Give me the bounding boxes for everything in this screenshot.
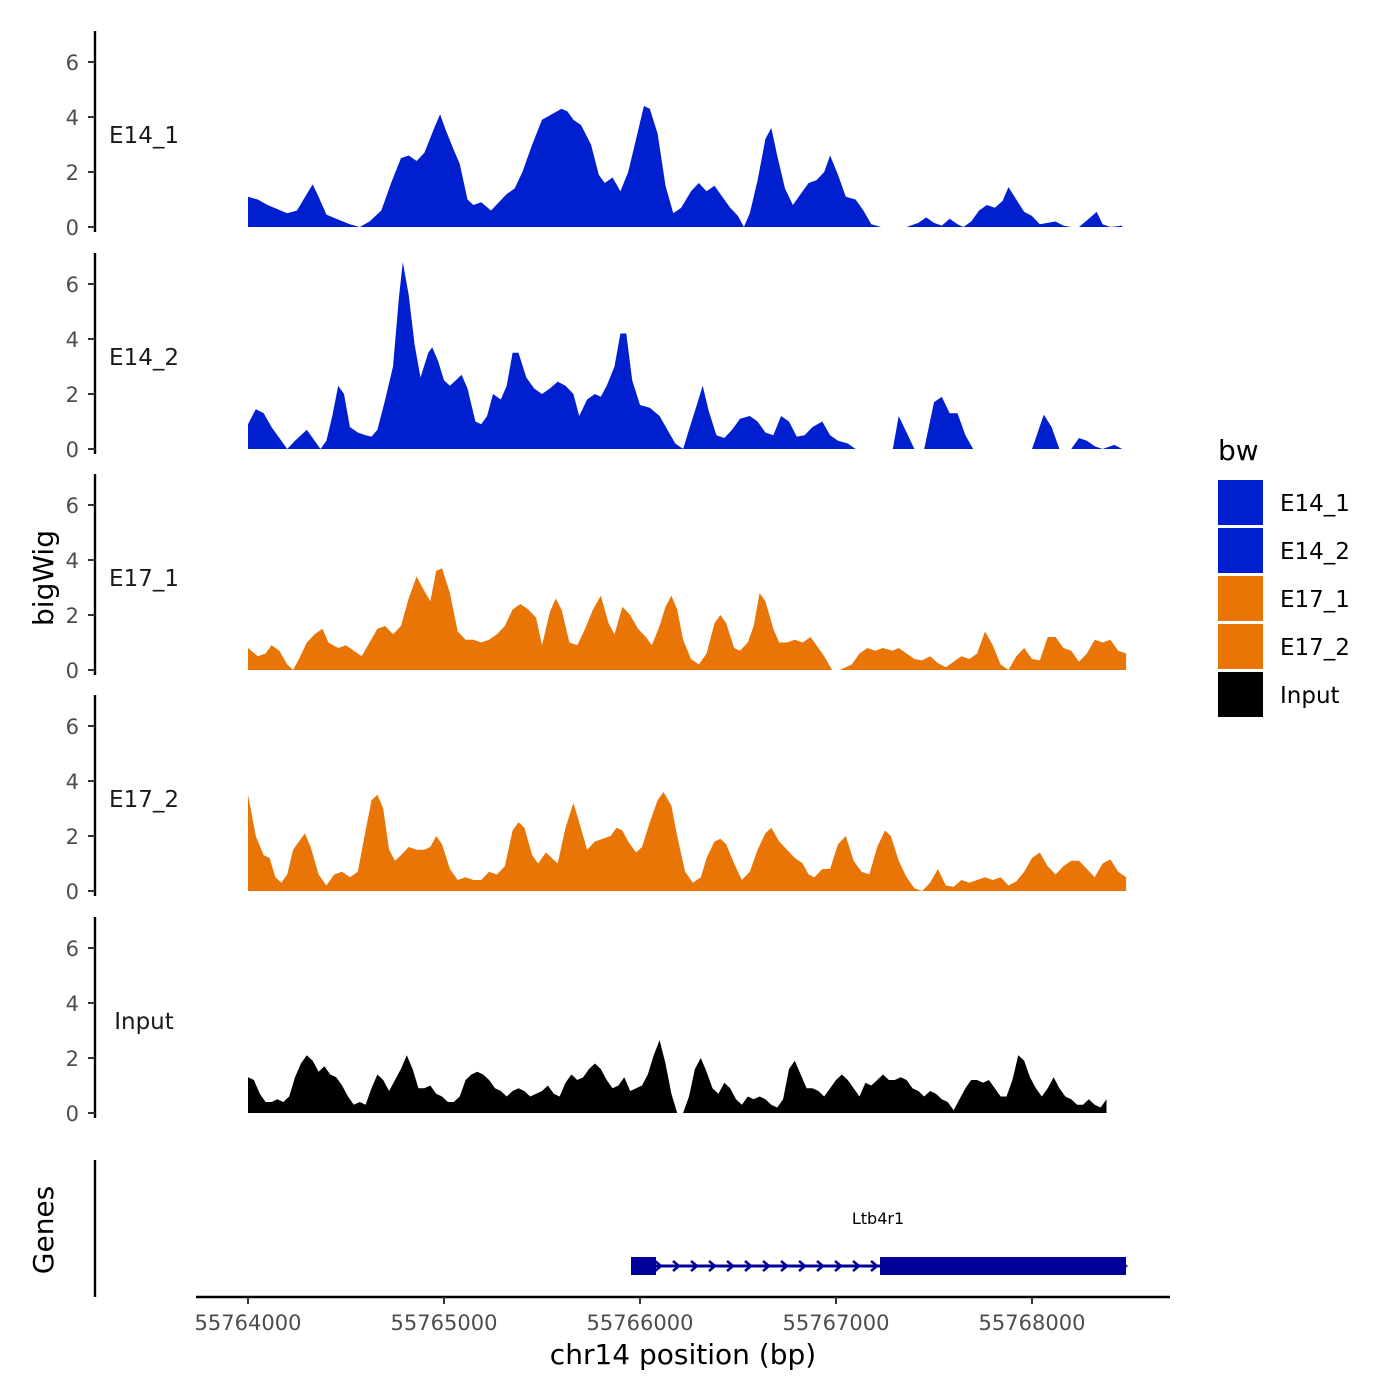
legend-label: E14_2 <box>1280 539 1350 565</box>
legend-label: E17_2 <box>1280 635 1350 661</box>
legend-swatch <box>1218 624 1263 669</box>
y-tick-label: 0 <box>66 880 79 904</box>
track-e17-2: 0 2 4 6 E17_2 <box>66 695 1127 904</box>
gene-name-label: Ltb4r1 <box>852 1209 904 1228</box>
strand-chevron <box>708 1260 717 1272</box>
legend-label: E14_1 <box>1280 491 1350 517</box>
coverage-area-e17-2 <box>248 792 1127 891</box>
x-tick-label: 55767000 <box>783 1311 890 1335</box>
strand-chevron <box>852 1260 861 1272</box>
coverage-area-e14-1 <box>248 106 1123 227</box>
track-input: 0 2 4 6 Input <box>66 917 1107 1126</box>
coverage-tracks: 0 2 4 6 E14_1 0 2 4 6 E14_2 0 2 4 6 E17_1 0 2 4 6 E17_2 0 2 4 6… <box>66 31 1127 1126</box>
track-label: E17_1 <box>109 566 179 592</box>
x-axis-title: chr14 position (bp) <box>550 1338 816 1371</box>
y-tick-label: 0 <box>66 438 79 462</box>
legend-swatch <box>1218 672 1263 717</box>
x-tick-label: 55766000 <box>587 1311 694 1335</box>
gene-exon <box>880 1257 1126 1275</box>
gene-ltb4r1: Ltb4r1 <box>631 1209 1128 1275</box>
y-tick-label: 4 <box>66 992 79 1016</box>
strand-chevron <box>870 1260 879 1272</box>
x-axis: 55764000 55765000 55766000 55767000 55768000 <box>195 1295 1170 1335</box>
legend-entry-e17-1: E17_1 <box>1218 576 1350 621</box>
strand-chevron <box>726 1260 735 1272</box>
legend-entries: E14_1 E14_2 E17_1 E17_2 Input <box>1218 480 1350 717</box>
y-tick-label: 4 <box>66 106 79 130</box>
gene-end-marker <box>1120 1260 1128 1272</box>
strand-chevron <box>798 1260 807 1272</box>
gene-panel: Ltb4r1 <box>93 1160 1128 1297</box>
y-tick-label: 6 <box>66 273 79 297</box>
legend-swatch <box>1218 480 1263 525</box>
strand-chevron <box>762 1260 771 1272</box>
strand-chevron <box>690 1260 699 1272</box>
strand-chevron <box>744 1260 753 1272</box>
track-label: E14_1 <box>109 123 179 149</box>
track-label: E17_2 <box>109 787 179 813</box>
legend-entry-e14-1: E14_1 <box>1218 480 1350 525</box>
y-tick-label: 2 <box>66 161 79 185</box>
y-tick-label: 0 <box>66 659 79 683</box>
track-e14-1: 0 2 4 6 E14_1 <box>66 31 1123 240</box>
legend-label: Input <box>1280 683 1340 709</box>
strand-chevron <box>780 1260 789 1272</box>
coverage-area-e17-1 <box>248 568 1127 670</box>
legend-title: bw <box>1218 434 1259 467</box>
legend-swatch <box>1218 528 1263 573</box>
y-tick-label: 0 <box>66 1102 79 1126</box>
x-tick-label: 55768000 <box>979 1311 1086 1335</box>
legend-entry-e17-2: E17_2 <box>1218 624 1350 669</box>
legend-swatch <box>1218 576 1263 621</box>
y-tick-label: 2 <box>66 1047 79 1071</box>
y-tick-label: 2 <box>66 604 79 628</box>
y-tick-label: 6 <box>66 715 79 739</box>
y-tick-label: 0 <box>66 216 79 240</box>
y-axis-title: bigWig <box>27 530 60 626</box>
y-tick-label: 2 <box>66 825 79 849</box>
strand-chevron <box>654 1260 663 1272</box>
gene-exon <box>631 1257 656 1275</box>
strand-chevron <box>834 1260 843 1272</box>
track-label: E14_2 <box>109 345 179 371</box>
y-tick-label: 6 <box>66 51 79 75</box>
x-tick-label: 55764000 <box>195 1311 302 1335</box>
gene-axis-title: Genes <box>27 1186 60 1274</box>
y-tick-label: 6 <box>66 937 79 961</box>
track-label: Input <box>114 1009 174 1035</box>
legend: bw E14_1 E14_2 E17_1 E17_2 Input <box>1218 434 1350 717</box>
strand-chevron <box>672 1260 681 1272</box>
track-e17-1: 0 2 4 6 E17_1 <box>66 474 1127 683</box>
legend-entry-input: Input <box>1218 672 1340 717</box>
x-tick-label: 55765000 <box>391 1311 498 1335</box>
coverage-area-e14-2 <box>248 262 1123 449</box>
y-tick-label: 6 <box>66 494 79 518</box>
y-tick-label: 2 <box>66 383 79 407</box>
y-tick-label: 4 <box>66 770 79 794</box>
y-tick-label: 4 <box>66 549 79 573</box>
strand-chevron <box>816 1260 825 1272</box>
coverage-area-input <box>248 1040 1107 1113</box>
track-e14-2: 0 2 4 6 E14_2 <box>66 253 1123 462</box>
legend-label: E17_1 <box>1280 587 1350 613</box>
y-tick-label: 4 <box>66 328 79 352</box>
legend-entry-e14-2: E14_2 <box>1218 528 1350 573</box>
